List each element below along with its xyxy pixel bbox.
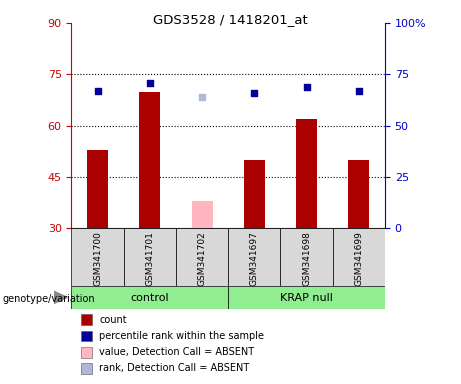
Text: GSM341702: GSM341702 [198, 231, 207, 286]
Bar [333, 228, 385, 286]
Bar [296, 119, 317, 228]
Bar [228, 228, 280, 286]
Text: KRAP null: KRAP null [280, 293, 333, 303]
Text: percentile rank within the sample: percentile rank within the sample [99, 331, 264, 341]
Text: value, Detection Call = ABSENT: value, Detection Call = ABSENT [99, 347, 254, 357]
Point [94, 88, 101, 94]
Text: GSM341701: GSM341701 [145, 231, 154, 286]
Bar [349, 160, 369, 228]
FancyArrow shape [51, 290, 67, 305]
Point [146, 79, 154, 86]
Text: GDS3528 / 1418201_at: GDS3528 / 1418201_at [153, 13, 308, 26]
Bar [139, 91, 160, 228]
Bar [87, 150, 108, 228]
Bar [192, 201, 213, 228]
Bar [244, 160, 265, 228]
Text: control: control [130, 293, 169, 303]
Text: genotype/variation: genotype/variation [2, 294, 95, 304]
Point [303, 84, 310, 90]
Bar [176, 228, 228, 286]
Bar [228, 286, 385, 309]
Bar [71, 286, 228, 309]
Text: count: count [99, 315, 127, 325]
Point [355, 88, 362, 94]
Text: GSM341699: GSM341699 [355, 231, 363, 286]
Text: GSM341698: GSM341698 [302, 231, 311, 286]
Point [251, 90, 258, 96]
Point [198, 94, 206, 100]
Text: rank, Detection Call = ABSENT: rank, Detection Call = ABSENT [99, 363, 249, 373]
Bar [280, 228, 333, 286]
Text: GSM341700: GSM341700 [93, 231, 102, 286]
Bar [124, 228, 176, 286]
Bar [71, 228, 124, 286]
Text: GSM341697: GSM341697 [250, 231, 259, 286]
